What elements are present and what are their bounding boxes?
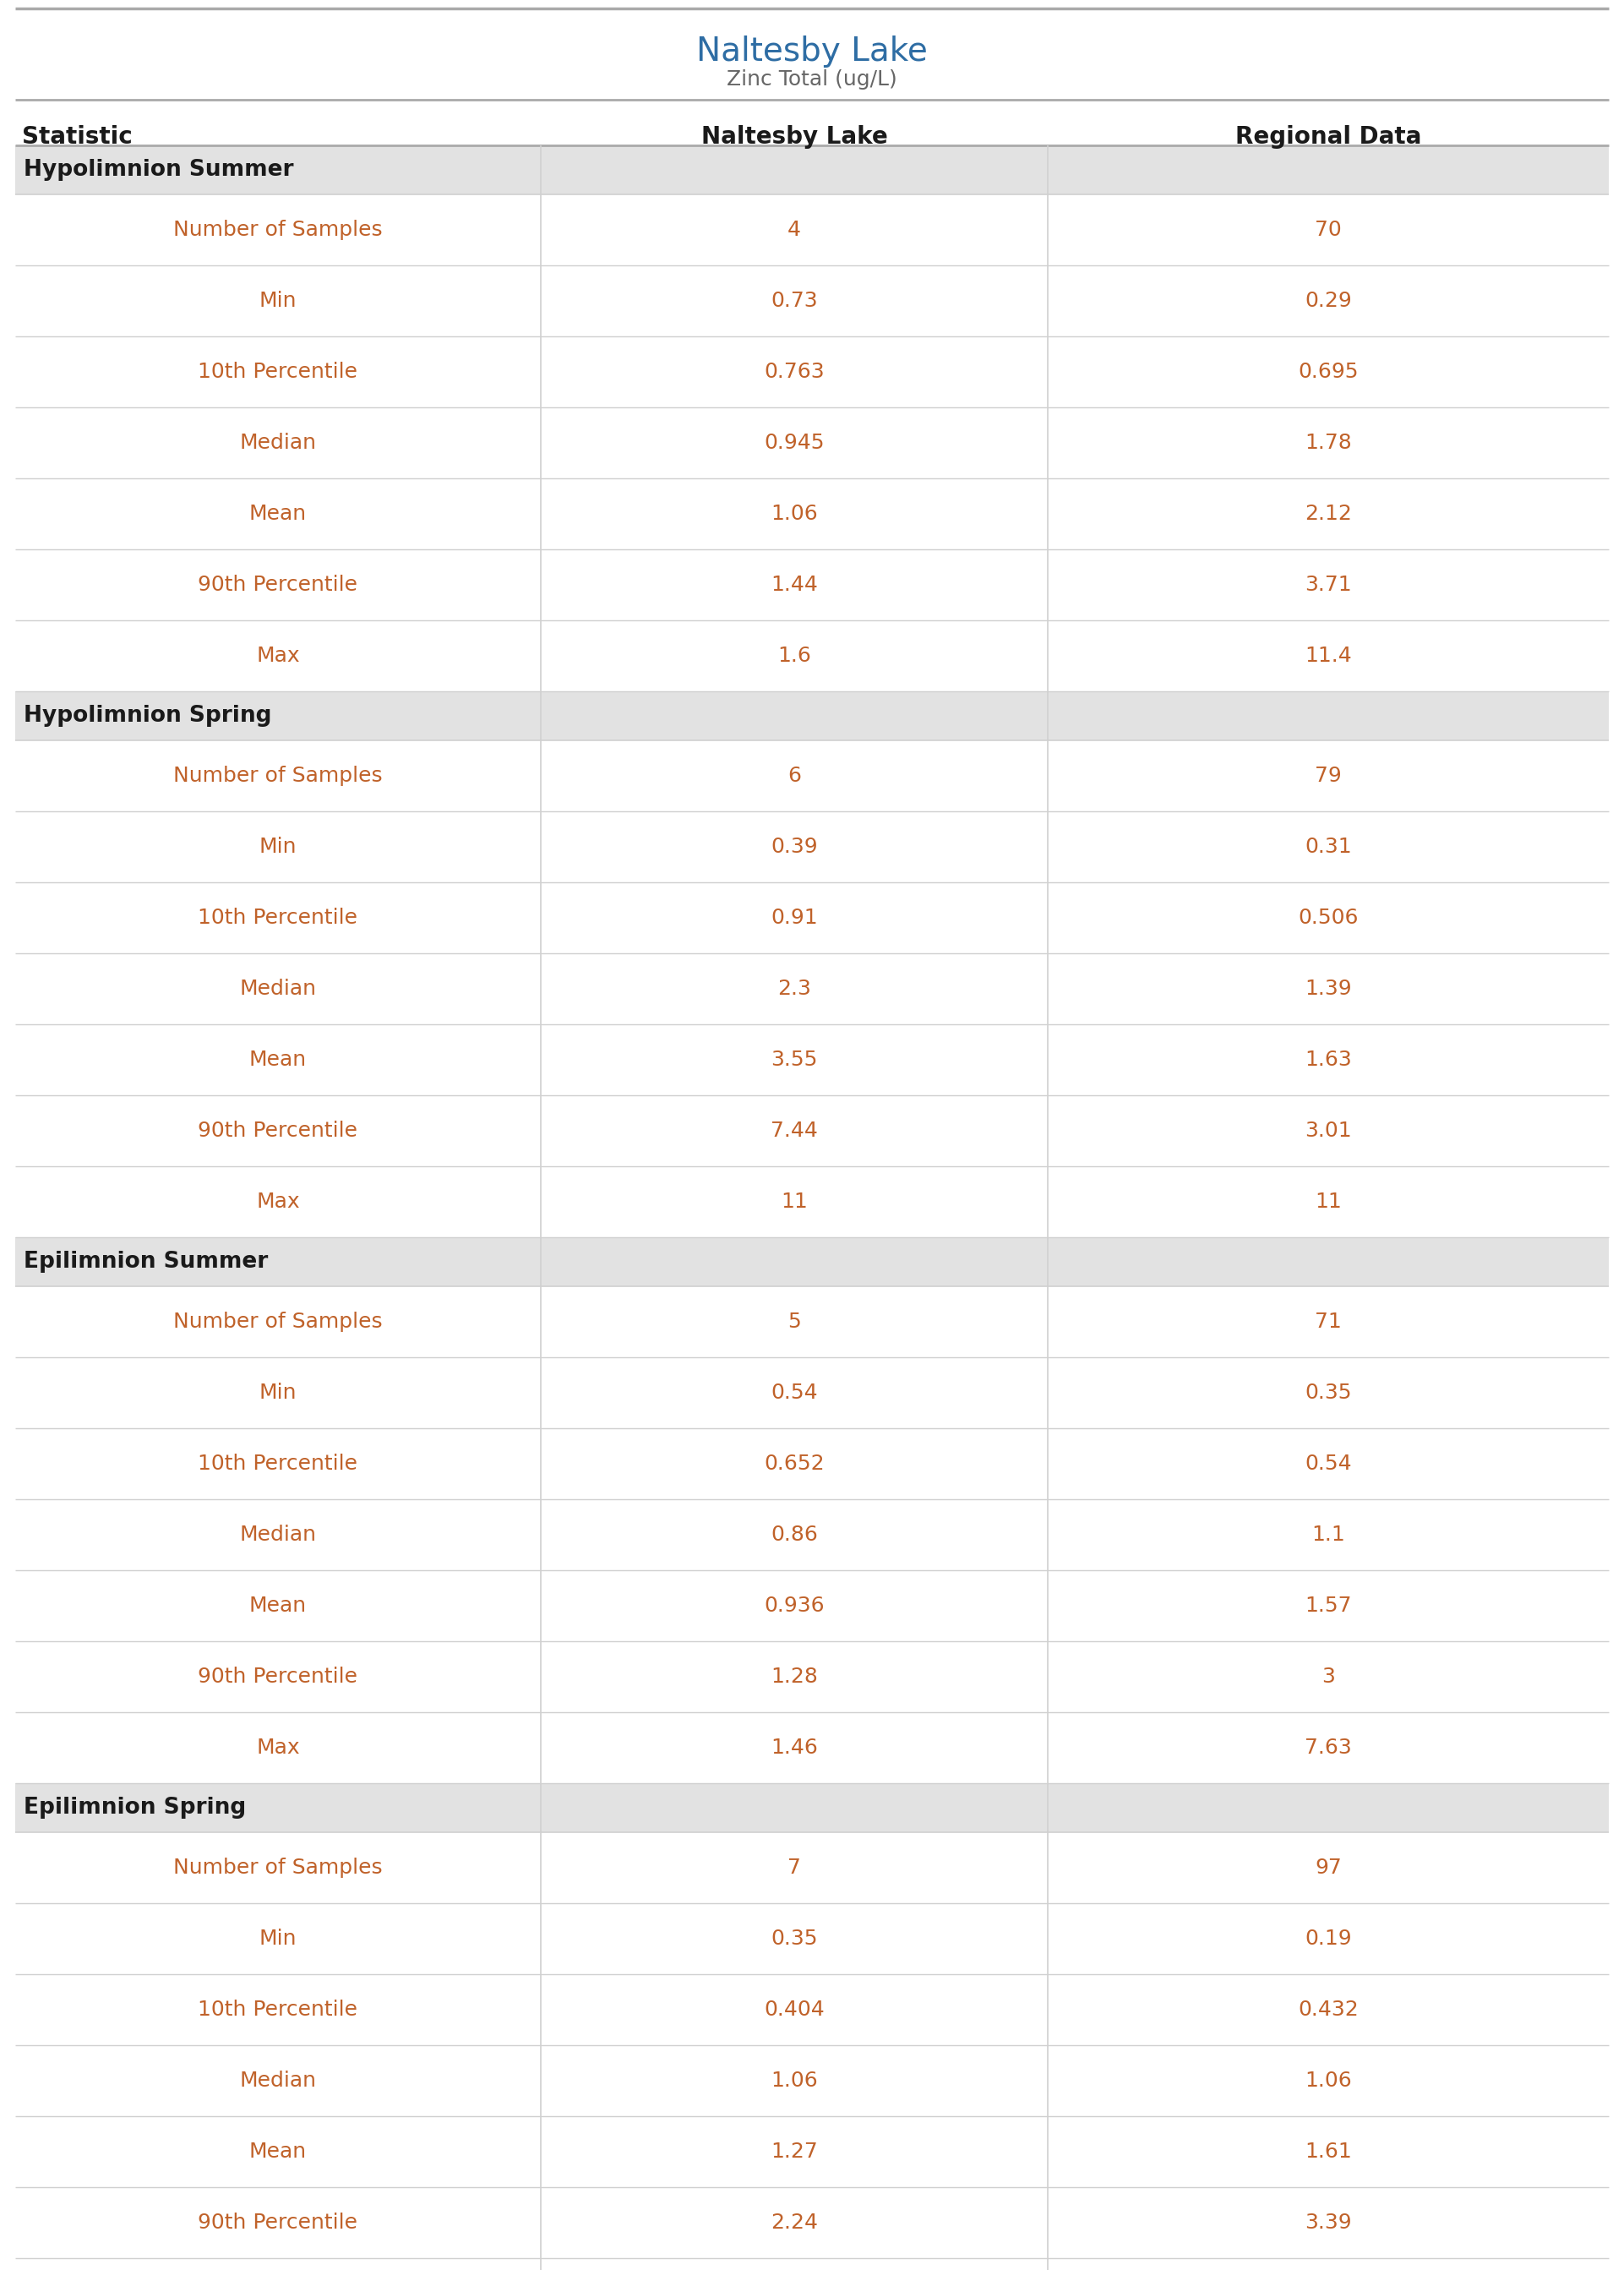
Text: 3.01: 3.01 [1304, 1121, 1351, 1142]
Text: 1.06: 1.06 [771, 2070, 818, 2091]
Text: Min: Min [260, 1930, 297, 1950]
Text: 10th Percentile: 10th Percentile [198, 1453, 357, 1473]
Text: Min: Min [260, 291, 297, 311]
Text: 1.61: 1.61 [1304, 2141, 1351, 2161]
Text: Median: Median [240, 2070, 317, 2091]
Text: Number of Samples: Number of Samples [174, 220, 383, 241]
Text: Mean: Mean [248, 1049, 307, 1069]
Text: Number of Samples: Number of Samples [174, 765, 383, 785]
Text: Max: Max [257, 645, 300, 665]
Text: Median: Median [240, 434, 317, 454]
Text: 0.86: 0.86 [771, 1525, 818, 1546]
Text: 1.78: 1.78 [1304, 434, 1351, 454]
Bar [15, 692, 1609, 740]
Text: 0.404: 0.404 [763, 2000, 825, 2020]
Text: 6: 6 [788, 765, 801, 785]
Text: 11.4: 11.4 [1304, 645, 1351, 665]
Text: 1.1: 1.1 [1312, 1525, 1345, 1546]
Text: 10th Percentile: 10th Percentile [198, 908, 357, 928]
Text: 71: 71 [1315, 1312, 1341, 1332]
Text: 4: 4 [788, 220, 801, 241]
Text: 3.55: 3.55 [771, 1049, 817, 1069]
Text: 2.12: 2.12 [1304, 504, 1351, 524]
Text: 0.936: 0.936 [763, 1596, 825, 1616]
Text: 7.63: 7.63 [1304, 1737, 1351, 1757]
Text: 0.35: 0.35 [771, 1930, 818, 1950]
Text: 0.73: 0.73 [771, 291, 818, 311]
Text: 0.54: 0.54 [771, 1382, 818, 1403]
Text: 0.29: 0.29 [1304, 291, 1351, 311]
Text: 2.24: 2.24 [771, 2213, 818, 2234]
Text: 0.695: 0.695 [1298, 361, 1358, 381]
Text: Median: Median [240, 978, 317, 999]
Text: 5: 5 [788, 1312, 801, 1332]
Text: Number of Samples: Number of Samples [174, 1857, 383, 1877]
Text: 7: 7 [788, 1857, 801, 1877]
Text: 97: 97 [1315, 1857, 1341, 1877]
Text: Min: Min [260, 838, 297, 858]
Text: 70: 70 [1315, 220, 1341, 241]
Text: 1.44: 1.44 [771, 574, 818, 595]
Text: Max: Max [257, 1192, 300, 1212]
Text: 11: 11 [781, 1192, 807, 1212]
Text: 0.35: 0.35 [1304, 1382, 1351, 1403]
Text: Max: Max [257, 1737, 300, 1757]
Text: Statistic: Statistic [23, 125, 133, 150]
Text: Epilimnion Summer: Epilimnion Summer [24, 1251, 268, 1273]
Text: Number of Samples: Number of Samples [174, 1312, 383, 1332]
Text: Hypolimnion Spring: Hypolimnion Spring [24, 704, 271, 726]
Bar [15, 1237, 1609, 1287]
Text: Naltesby Lake: Naltesby Lake [697, 36, 927, 68]
Text: 0.652: 0.652 [763, 1453, 825, 1473]
Text: Mean: Mean [248, 2141, 307, 2161]
Text: 1.39: 1.39 [1304, 978, 1351, 999]
Text: Regional Data: Regional Data [1236, 125, 1421, 150]
Text: 11: 11 [1315, 1192, 1341, 1212]
Text: 90th Percentile: 90th Percentile [198, 574, 357, 595]
Text: Mean: Mean [248, 504, 307, 524]
Text: 3: 3 [1322, 1666, 1335, 1687]
Text: 3.71: 3.71 [1304, 574, 1351, 595]
Text: Hypolimnion Summer: Hypolimnion Summer [24, 159, 294, 182]
Text: Median: Median [240, 1525, 317, 1546]
Text: Epilimnion Spring: Epilimnion Spring [24, 1798, 247, 1818]
Text: 0.31: 0.31 [1304, 838, 1351, 858]
Text: 0.39: 0.39 [771, 838, 818, 858]
Text: 90th Percentile: 90th Percentile [198, 1666, 357, 1687]
Text: 1.27: 1.27 [771, 2141, 818, 2161]
Text: Zinc Total (ug/L): Zinc Total (ug/L) [728, 70, 896, 89]
Text: 1.06: 1.06 [1304, 2070, 1351, 2091]
Text: Mean: Mean [248, 1596, 307, 1616]
Text: 0.432: 0.432 [1298, 2000, 1359, 2020]
Text: 1.06: 1.06 [771, 504, 818, 524]
Text: 0.19: 0.19 [1304, 1930, 1351, 1950]
Text: 0.506: 0.506 [1298, 908, 1358, 928]
Text: 0.91: 0.91 [771, 908, 818, 928]
Text: 79: 79 [1315, 765, 1341, 785]
Text: 1.6: 1.6 [778, 645, 810, 665]
Text: Min: Min [260, 1382, 297, 1403]
Text: 1.57: 1.57 [1304, 1596, 1351, 1616]
Text: 90th Percentile: 90th Percentile [198, 2213, 357, 2234]
Text: 10th Percentile: 10th Percentile [198, 361, 357, 381]
Text: 90th Percentile: 90th Percentile [198, 1121, 357, 1142]
Text: Naltesby Lake: Naltesby Lake [702, 125, 888, 150]
Text: 3.39: 3.39 [1304, 2213, 1351, 2234]
Text: 1.63: 1.63 [1304, 1049, 1351, 1069]
Text: 7.44: 7.44 [771, 1121, 818, 1142]
Text: 10th Percentile: 10th Percentile [198, 2000, 357, 2020]
Text: 0.763: 0.763 [763, 361, 825, 381]
Text: 1.46: 1.46 [771, 1737, 818, 1757]
Bar [15, 145, 1609, 195]
Text: 0.945: 0.945 [763, 434, 825, 454]
Text: 2.3: 2.3 [778, 978, 810, 999]
Text: 1.28: 1.28 [771, 1666, 818, 1687]
Text: 0.54: 0.54 [1304, 1453, 1351, 1473]
Bar [15, 1784, 1609, 1832]
